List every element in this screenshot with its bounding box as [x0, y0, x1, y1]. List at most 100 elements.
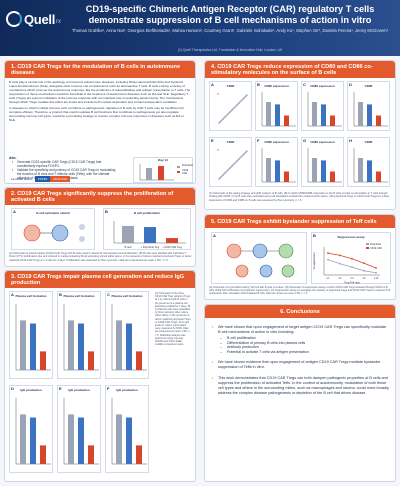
- s3-panel-letter: E: [59, 386, 62, 391]
- s1-legend-swatch-2: [177, 171, 180, 173]
- s4-bar: [275, 104, 280, 126]
- s3-panel: B Plasma cell formation: [57, 291, 101, 379]
- s4-panel: C CD86 expression: [301, 81, 344, 131]
- s3-panel-plot: [111, 398, 147, 465]
- s4-panel-plot: [261, 148, 296, 183]
- s3-bar: [136, 351, 142, 370]
- s5-ylabel: % suppression: [312, 252, 316, 270]
- s3-panel-title: IgG production: [116, 388, 138, 392]
- s4-panel-title: CD80: [226, 140, 235, 144]
- s4-panel-letter: E: [211, 138, 214, 143]
- s3-panel-title: Plasma cell formation: [111, 294, 143, 298]
- vector-foxp3: FOXP3: [35, 176, 51, 182]
- poster-authors: Thomas Grahlke¹, Anna Nat¹, Georgios Ele…: [71, 28, 389, 33]
- s3-bar: [126, 323, 132, 370]
- poster-affiliation: (1) Quell Therapeutics Ltd, Translation …: [177, 48, 283, 52]
- conclusion-3: This work demonstrates that CD19 CAR Tre…: [209, 376, 389, 396]
- treg-cell-icon: [23, 224, 41, 242]
- s3-panel: E IgG production: [57, 385, 101, 473]
- s4-panel-letter: A: [211, 82, 214, 87]
- s4-panel-plot: [261, 92, 296, 127]
- section-1-para1: B cells play a central role in the aetio…: [9, 80, 191, 104]
- s1-bar-car: [158, 166, 164, 180]
- section-1-title: 1. CD19 CAR Tregs for the modulation of …: [5, 61, 195, 78]
- section-2-caption: (A) Schematic of mixed readout (CD19 CAR…: [9, 252, 193, 262]
- s3-bar: [68, 414, 74, 464]
- s4-panel: H CD86: [347, 137, 390, 187]
- s4-bar: [376, 171, 381, 182]
- s5-legend-label: Polyclonal: [370, 243, 381, 246]
- s3-bar: [20, 414, 26, 464]
- s4-panel-title: CD80: [226, 84, 235, 88]
- aims-label: Aim:: [9, 156, 17, 160]
- s4-panel-title: CD86 expression: [310, 140, 335, 144]
- s4-panel-letter: G: [303, 138, 307, 143]
- s3-bar: [40, 351, 46, 370]
- s4-bar: [284, 115, 289, 126]
- s3-bar: [30, 417, 36, 464]
- s4-bar: [284, 171, 289, 182]
- teff-cell-icon: [278, 243, 294, 259]
- s2-fig-b-title: B cell proliferation: [133, 211, 161, 215]
- conclusion-sub-4: Potential to activate T cells via antige…: [209, 350, 389, 355]
- s3-bar: [40, 445, 46, 464]
- s5-legend-label: CD19 CAR: [370, 247, 382, 250]
- s1-bar-polyclonal: [146, 168, 152, 180]
- s4-panel-letter: H: [349, 138, 352, 143]
- s4-panel: F CD80 expression: [255, 137, 298, 187]
- section-5-title: 5. CD19 CAR Tregs exhibit bystander supp…: [205, 215, 395, 228]
- s4-panel-letter: B: [257, 82, 260, 87]
- s1-chart-title: Day 14: [158, 158, 168, 162]
- s4-panel: A CD80: [209, 81, 252, 131]
- conclusion-sub-1: B cell proliferation: [209, 336, 389, 341]
- s4-panel-title: CD86 expression: [310, 84, 335, 88]
- s5-schematic-svg: [226, 243, 295, 278]
- s5-point: [351, 257, 353, 260]
- s3-bar: [78, 323, 84, 370]
- quell-logo: Quell rx: [6, 8, 62, 30]
- s3-bar: [116, 320, 122, 370]
- s3-panel-letter: D: [11, 386, 14, 391]
- s1-day14-chart: Day 14 Polyclonal CD19 CAR: [133, 157, 193, 183]
- conclusion-sub-2: Differentiation of primary B cells into …: [209, 341, 389, 346]
- s4-bar: [266, 102, 271, 126]
- aim-1: Generate CD19-specific CAR Tregs (CD19 C…: [9, 160, 119, 168]
- s4-panel-letter: F: [257, 138, 260, 143]
- s5-x-tick: 1:8: [362, 278, 366, 280]
- car-treg-icon: [226, 243, 242, 259]
- s2-bar-chart: B cells + Polyclonal Treg + CD19 CAR Treg: [113, 221, 186, 249]
- s3-bar: [20, 320, 26, 370]
- s4-bar: [358, 102, 363, 126]
- s2-fig-a: A B cell activation stimuli: [11, 208, 95, 250]
- s5-series-line: [327, 259, 377, 274]
- s5-point: [375, 271, 377, 274]
- section-1-panel: 1. CD19 CAR Tregs for the modulation of …: [4, 60, 196, 184]
- s4-panel: B CD80 expression: [255, 81, 298, 131]
- s5-x-tick: 1:16: [374, 278, 379, 280]
- s3-panel-letter: F: [107, 386, 110, 391]
- conclusion-2: We have shown evidence that upon engagem…: [209, 360, 389, 370]
- s3-bar: [126, 417, 132, 464]
- vector-label: Lentiviral vector: [11, 177, 33, 181]
- s5-series-line: [327, 252, 377, 269]
- s3-bar: [68, 320, 74, 370]
- s4-bar: [266, 158, 271, 182]
- s4-bar: [376, 115, 381, 126]
- s3-panel-letter: B: [59, 292, 62, 297]
- s5-point: [375, 267, 377, 269]
- s3-bar: [78, 417, 84, 464]
- b-cell-icon-s5: [252, 243, 268, 259]
- s3-bar: [88, 445, 94, 464]
- s5-legend-swatch: [366, 247, 369, 249]
- s3-panel: C Plasma cell formation: [105, 291, 149, 379]
- s5-point: [363, 262, 365, 265]
- s5-x-tick: 1:2: [338, 278, 342, 280]
- s5-point: [363, 269, 365, 272]
- s5-point: [351, 266, 353, 269]
- s3-bar: [30, 323, 36, 370]
- s3-panel: D IgG production: [9, 385, 53, 473]
- section-3-title: 3. CD19 CAR Tregs impair plasma cell gen…: [5, 271, 195, 288]
- s4-bar: [330, 171, 335, 182]
- section-1-para2: In diseases in which multiple immune cel…: [9, 106, 185, 122]
- conclusion-1: We have shown that upon engagement of ta…: [209, 325, 389, 335]
